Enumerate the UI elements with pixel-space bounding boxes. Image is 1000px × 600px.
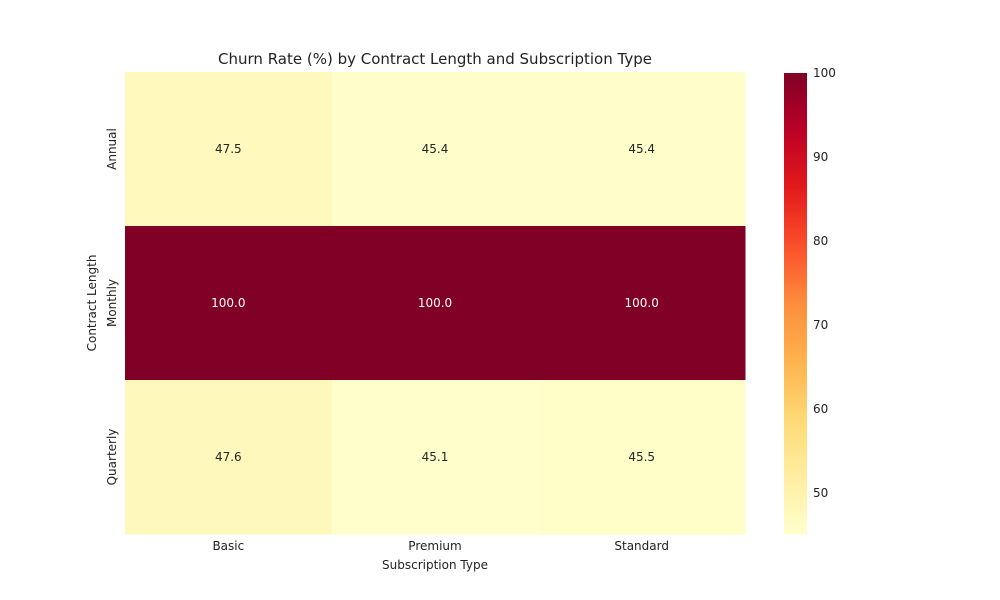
cell-value-label: 45.4 [628, 142, 655, 156]
cell-value-label: 45.4 [422, 142, 449, 156]
heatmap-cells [125, 72, 746, 535]
heatmap-cell-labels: 47.5 45.4 45.4 100.0 100.0 100.0 47.6 45.1 45.5 [211, 142, 659, 464]
heatmap-cell [125, 380, 333, 535]
x-axis-ticks: Basic Premium Standard [212, 539, 669, 553]
cell-value-label: 47.6 [215, 450, 242, 464]
heatmap-cell [125, 226, 333, 381]
cell-value-label: 100.0 [418, 296, 452, 310]
colorbar-tick-label: 60 [813, 402, 828, 416]
colorbar-tick-label: 80 [813, 234, 828, 248]
cell-value-label: 45.5 [628, 450, 655, 464]
cell-value-label: 100.0 [624, 296, 658, 310]
colorbar-ticks: 50 60 70 80 90 100 [813, 66, 836, 500]
x-axis-label: Subscription Type [382, 558, 488, 572]
heatmap-cell [331, 72, 539, 227]
colorbar-tick-label: 100 [813, 66, 836, 80]
colorbar-tick-label: 50 [813, 486, 828, 500]
y-axis-label: Contract Length [85, 255, 99, 352]
chart-title: Churn Rate (%) by Contract Length and Su… [218, 50, 652, 68]
cell-value-label: 100.0 [211, 296, 245, 310]
heatmap-cell [538, 72, 746, 227]
heatmap-cell [125, 72, 333, 227]
heatmap-cell [538, 380, 746, 535]
y-axis-ticks: Annual Monthly Quarterly [105, 128, 119, 485]
x-tick-label: Premium [408, 539, 461, 553]
colorbar-tick-label: 90 [813, 150, 828, 164]
x-tick-label: Basic [212, 539, 244, 553]
y-tick-label: Quarterly [105, 429, 119, 486]
cell-value-label: 47.5 [215, 142, 242, 156]
heatmap-cell [331, 226, 539, 381]
heatmap-cell [538, 226, 746, 381]
y-tick-label: Annual [105, 128, 119, 170]
colorbar [784, 73, 807, 534]
colorbar-tick-label: 70 [813, 318, 828, 332]
cell-value-label: 45.1 [422, 450, 449, 464]
y-tick-label: Monthly [105, 279, 119, 327]
x-tick-label: Standard [614, 539, 669, 553]
heatmap-cell [331, 380, 539, 535]
